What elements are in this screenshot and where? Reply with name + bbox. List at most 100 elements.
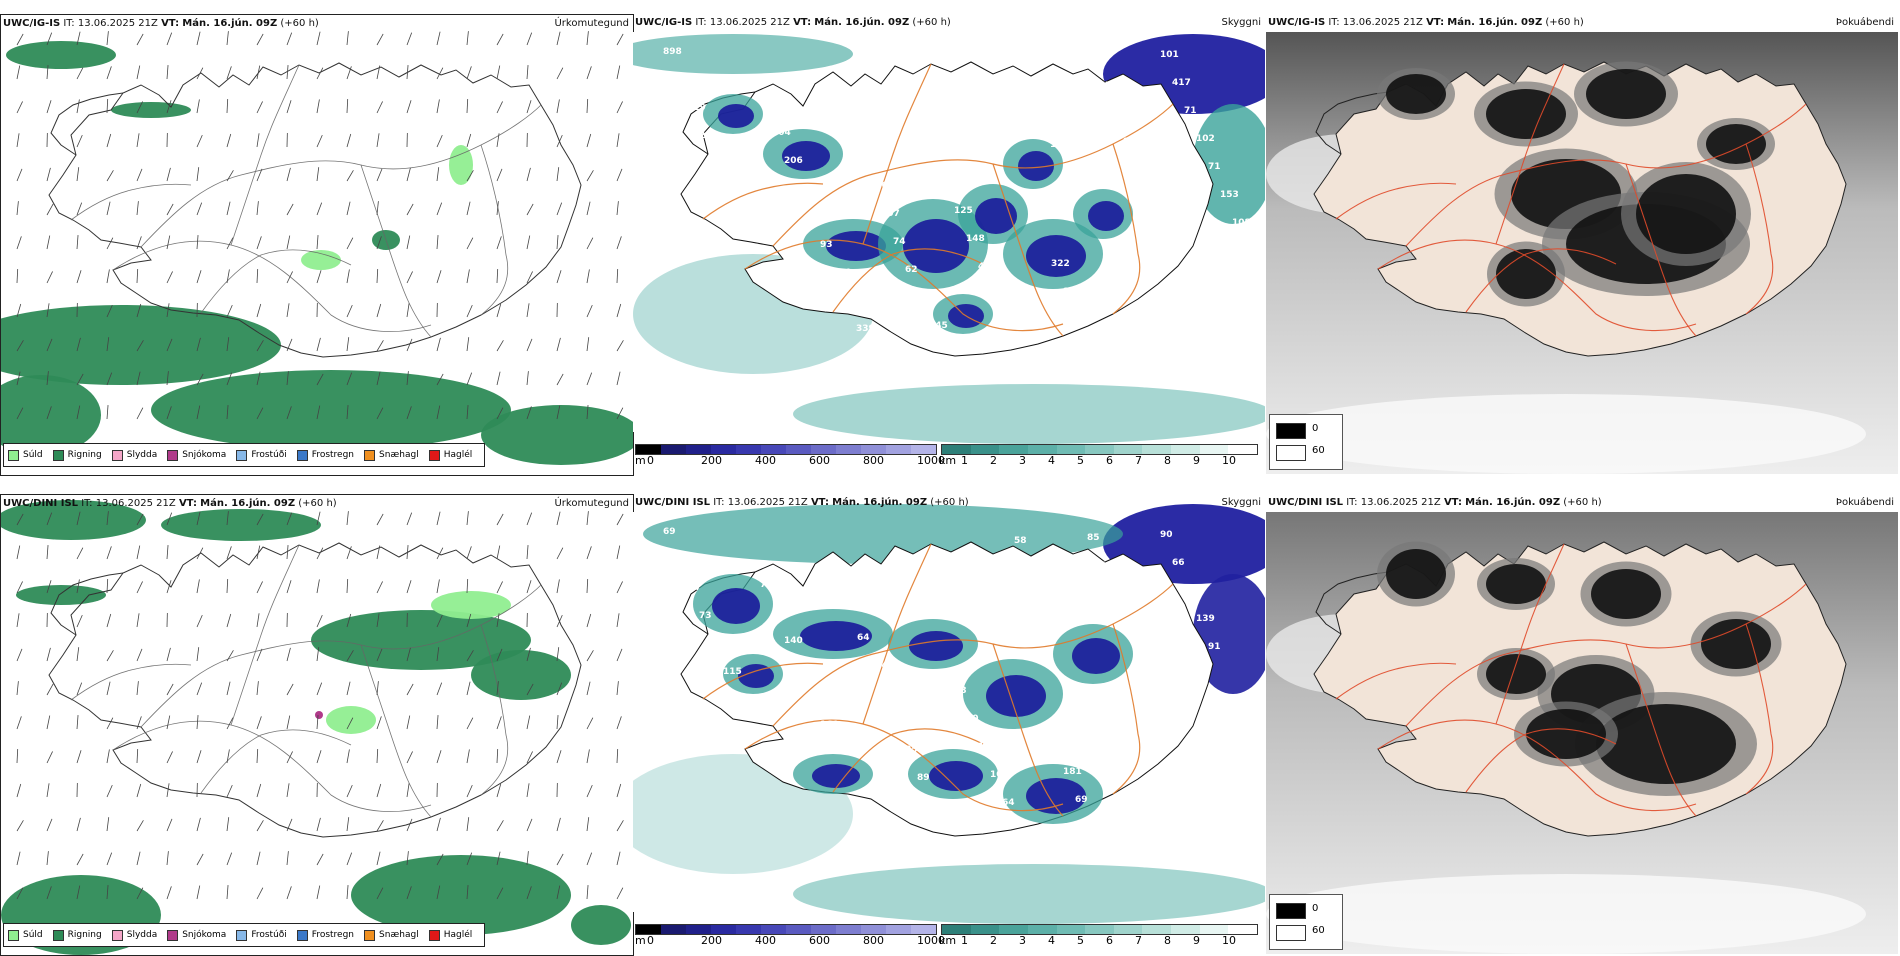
- ceiling-value: 414: [675, 75, 694, 85]
- ceiling-tick: 600: [809, 454, 830, 467]
- ceiling-value: 601: [760, 100, 779, 110]
- ceiling-value: 96: [1051, 739, 1064, 749]
- legend-item: Snæhagl: [364, 930, 419, 941]
- legend-item: Snjókoma: [167, 930, 226, 941]
- ceiling-value: 129: [687, 103, 706, 113]
- fog-key-value: 60: [1312, 445, 1325, 456]
- visibility-tick: 9: [1193, 934, 1200, 947]
- visibility-tick: 4: [1048, 454, 1055, 467]
- legend-swatch: [236, 930, 247, 941]
- legend-item: Rigning: [53, 450, 102, 461]
- ceiling-tick: 0: [647, 934, 654, 947]
- init-label: IT:: [81, 498, 96, 509]
- legend-label: Snjókoma: [182, 930, 226, 940]
- init-time: 13.06.2025 21Z: [78, 18, 158, 29]
- legend-item: Haglél: [429, 930, 473, 941]
- legend-label: Súld: [23, 450, 43, 460]
- legend-item: Frostregn: [297, 450, 354, 461]
- ceiling-value: 66: [1172, 558, 1185, 568]
- legend-item: Frostregn: [297, 930, 354, 941]
- ceiling-value: 67: [796, 664, 809, 674]
- legend-swatch: [364, 930, 375, 941]
- visibility-map-canvas: 6972647896496367134801819094140921386966…: [633, 494, 1265, 954]
- precip-type-map-bottom: UWC/DINI ISL IT: 13.06.2025 21Z VT: Mán.…: [0, 494, 634, 956]
- ceiling-value: 339: [856, 324, 875, 334]
- ceiling-value: 74: [893, 237, 906, 247]
- legend-swatch: [364, 450, 375, 461]
- visibility-tick: 7: [1135, 934, 1142, 947]
- fog-key-swatch: [1276, 903, 1306, 919]
- legend-swatch: [8, 450, 19, 461]
- legend-item: Slydda: [112, 450, 157, 461]
- ceiling-value: 138: [978, 742, 997, 752]
- init-time: 13.06.2025 21Z: [1361, 497, 1441, 508]
- init-label: IT:: [1328, 17, 1343, 28]
- visibility-tick: 5: [1077, 454, 1084, 467]
- model-name: UWC/IG-IS: [635, 17, 692, 28]
- legend-label: Slydda: [127, 930, 157, 940]
- ceiling-value: 134: [869, 661, 888, 671]
- ceiling-value: 153: [1220, 190, 1239, 200]
- ceiling-tick: 400: [755, 454, 776, 467]
- precip-map-canvas: [1, 495, 633, 955]
- ceiling-value: 251: [796, 184, 815, 194]
- legend-swatch: [8, 930, 19, 941]
- ceiling-value: 162: [1050, 140, 1069, 150]
- ceiling-value: 83: [808, 692, 821, 702]
- legend-item: Slydda: [112, 930, 157, 941]
- fog-key-swatch: [1276, 925, 1306, 941]
- ceiling-value: 102: [1196, 134, 1215, 144]
- legend-swatch: [429, 450, 440, 461]
- valid-time: Mán. 16.jún. 09Z: [832, 497, 927, 508]
- ceiling-value: 417: [1172, 78, 1191, 88]
- panel-title: UWC/DINI ISL IT: 13.06.2025 21Z VT: Mán.…: [635, 497, 969, 508]
- ceiling-value: 79: [1038, 112, 1051, 122]
- visibility-map-canvas: 8986015212532226441430412614810810112920…: [633, 14, 1265, 474]
- visibility-tick: 6: [1106, 454, 1113, 467]
- fog-key-swatch: [1276, 423, 1306, 439]
- valid-time: Mán. 16.jún. 09Z: [182, 18, 277, 29]
- legend-label: Rigning: [68, 450, 102, 460]
- ceiling-value: 64: [857, 633, 870, 643]
- ceiling-value: 93: [820, 240, 833, 250]
- fog-index-map-top: UWC/IG-IS IT: 13.06.2025 21Z VT: Mán. 16…: [1266, 14, 1898, 474]
- ceiling-value: 79: [723, 187, 736, 197]
- ceiling-value: 69: [1075, 795, 1088, 805]
- init-time: 13.06.2025 21Z: [728, 497, 808, 508]
- ceiling-value: 139: [1196, 614, 1215, 624]
- lead-time: (+60 h): [912, 17, 950, 28]
- ceiling-value: 68: [1135, 165, 1148, 175]
- ceiling-value: 206: [784, 156, 803, 166]
- ceiling-value: 71: [1184, 106, 1197, 116]
- ceiling-value: 109: [990, 290, 1009, 300]
- ceiling-value: 80: [966, 714, 979, 724]
- map-type-label: Skyggni: [1221, 497, 1261, 508]
- visibility-tick: 5: [1077, 934, 1084, 947]
- ceiling-value: 92: [881, 689, 894, 699]
- ceiling-value: 160: [820, 720, 839, 730]
- legend-label: Snæhagl: [379, 930, 419, 940]
- ceiling-tick: 0: [647, 454, 654, 467]
- panel-title: UWC/DINI ISL IT: 13.06.2025 21Z VT: Mán.…: [3, 498, 337, 509]
- panel-title: UWC/IG-IS IT: 13.06.2025 21Z VT: Mán. 16…: [1268, 17, 1584, 28]
- fog-map-canvas: [1266, 14, 1898, 474]
- ceiling-value: 32: [1087, 53, 1100, 63]
- valid-time: Mán. 16.jún. 09Z: [200, 498, 295, 509]
- model-name: UWC/DINI ISL: [635, 497, 710, 508]
- valid-label: VT:: [161, 18, 179, 29]
- valid-time: Mán. 16.jún. 09Z: [1447, 17, 1542, 28]
- ceiling-value: 85: [917, 293, 930, 303]
- legend-swatch: [112, 930, 123, 941]
- ceiling-value: 44: [759, 271, 772, 281]
- visibility-tick: 2: [990, 934, 997, 947]
- legend-swatch: [297, 930, 308, 941]
- ceiling-value: 807: [881, 209, 900, 219]
- map-type-label: Úrkomutegund: [554, 498, 629, 509]
- ceiling-value: 201: [1075, 315, 1094, 325]
